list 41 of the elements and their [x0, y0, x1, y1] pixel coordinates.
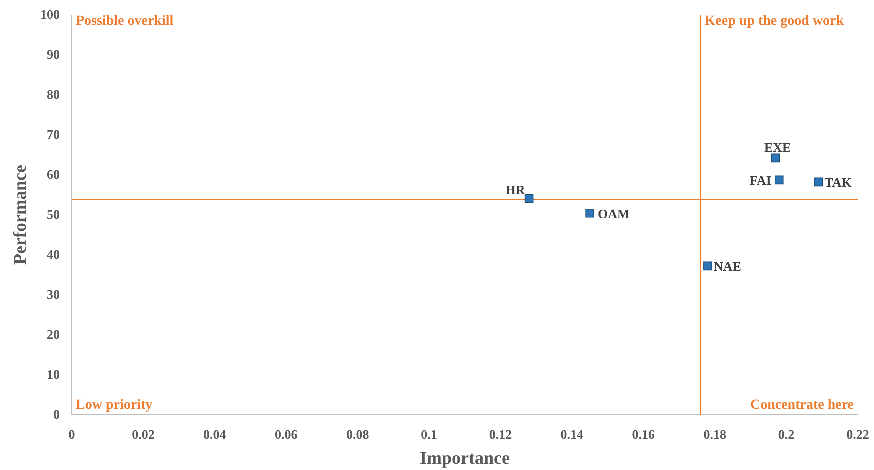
y-tick-label: 0	[54, 407, 60, 422]
x-tick-label: 0.18	[704, 427, 727, 442]
x-axis-title: Importance	[420, 448, 510, 468]
annotation: OAM	[598, 206, 630, 222]
y-tick-label: 70	[47, 127, 60, 142]
x-tick-label: 0.04	[204, 427, 227, 442]
y-tick-label: 30	[47, 287, 60, 302]
annotation: Concentrate here	[750, 398, 854, 413]
point	[814, 178, 824, 187]
y-tick-label: 90	[47, 47, 60, 62]
x-tick-label: 0.08	[346, 427, 370, 442]
x-tick-label: 0.2	[778, 427, 795, 442]
annotation: Possible overkill	[76, 14, 174, 29]
annotation: NAE	[714, 259, 742, 274]
y-tick-label: 100	[40, 7, 60, 22]
y-tick-label: 80	[47, 87, 60, 102]
x-tick-label: 0.22	[846, 427, 870, 442]
point	[771, 154, 780, 163]
y-axis-title: Performance	[10, 165, 30, 265]
y-tick-label: 20	[47, 327, 60, 342]
x-tick-label: 0.06	[274, 427, 298, 442]
annotation: HR	[506, 182, 526, 198]
y-tick-label: 50	[47, 207, 60, 222]
annotation: Low priority	[76, 398, 153, 413]
point	[524, 194, 534, 203]
y-tick-label: 40	[47, 247, 60, 262]
x-tick-label: 0.16	[632, 427, 656, 442]
x-tick-label: 0.02	[132, 427, 155, 442]
x-tick-label: 0.14	[560, 427, 584, 442]
point	[775, 176, 784, 185]
annotation: FAI	[750, 173, 772, 188]
x-tick-label: 0.1	[421, 427, 438, 442]
annotation: TAK	[824, 175, 853, 190]
annotation: EXE	[764, 140, 792, 156]
annotation: Keep up the good work	[704, 14, 844, 29]
x-tick-label: 0.12	[489, 427, 512, 442]
y-tick-label: 60	[47, 167, 60, 182]
point	[586, 209, 594, 218]
y-tick-label: 10	[47, 367, 60, 382]
x-tick-label: 0	[68, 427, 76, 442]
point	[704, 262, 712, 271]
